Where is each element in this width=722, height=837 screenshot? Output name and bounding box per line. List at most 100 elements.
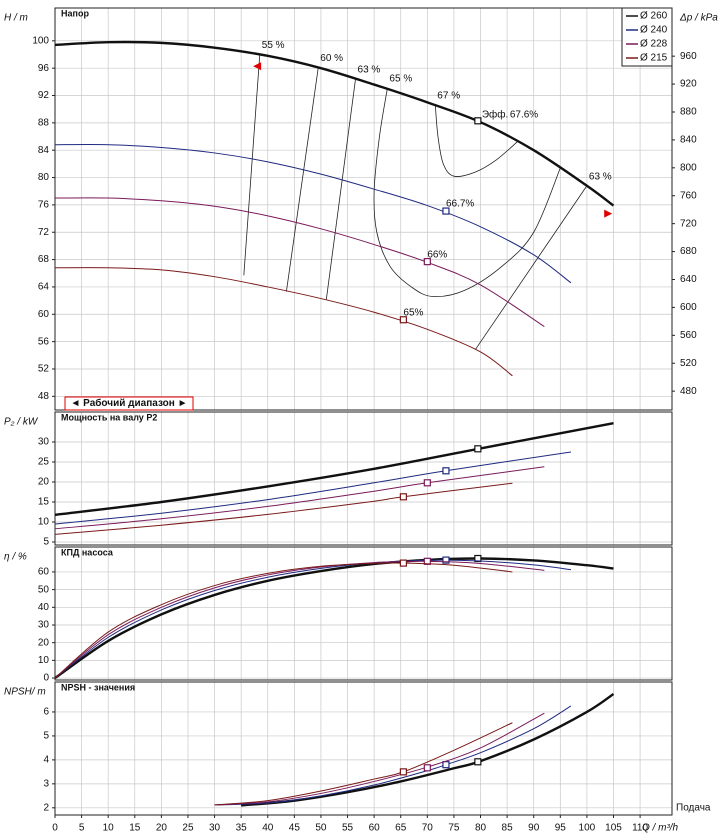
x-tick-label: 30 bbox=[209, 823, 221, 834]
operating-point bbox=[442, 761, 450, 769]
iso-efficiency-label: 55 % bbox=[262, 40, 285, 51]
y-tick-label: 30 bbox=[38, 620, 50, 631]
y-tick-label: 68 bbox=[38, 254, 50, 265]
curve bbox=[54, 562, 513, 679]
y2-tick-label: 880 bbox=[680, 107, 697, 118]
y-tick-label: 25 bbox=[38, 457, 50, 468]
operating-point bbox=[442, 467, 450, 475]
y-axis-label: P₂ / kW bbox=[4, 417, 39, 428]
operating-point bbox=[442, 207, 450, 215]
y2-tick-label: 680 bbox=[680, 246, 697, 257]
operating-point bbox=[474, 445, 482, 453]
y-tick-label: 64 bbox=[38, 282, 50, 293]
x-tick-label: 70 bbox=[422, 823, 434, 834]
point-label: 65% bbox=[403, 307, 423, 318]
curve bbox=[54, 40, 615, 207]
y-tick-label: 10 bbox=[38, 517, 50, 528]
y-tick-label: 2 bbox=[43, 802, 49, 813]
x-tick-label: 60 bbox=[369, 823, 381, 834]
curve bbox=[54, 482, 513, 535]
x-tick-label: 80 bbox=[475, 823, 487, 834]
iso-efficiency-line bbox=[434, 105, 519, 177]
y-tick-label: 5 bbox=[43, 731, 49, 742]
curve bbox=[54, 466, 545, 530]
x-tick-label: 100 bbox=[579, 823, 596, 834]
y-tick-label: 80 bbox=[38, 172, 50, 183]
x-tick-label: 50 bbox=[315, 823, 327, 834]
point-label: 66.7% bbox=[446, 199, 474, 210]
working-range-marker bbox=[604, 209, 613, 218]
y-tick-label: 15 bbox=[38, 497, 50, 508]
x-tick-label: 110 bbox=[632, 823, 648, 834]
y-tick-label: 6 bbox=[43, 707, 49, 718]
y2-tick-label: 760 bbox=[680, 190, 697, 201]
x-tick-label: 25 bbox=[182, 823, 194, 834]
x-tick-label: 75 bbox=[448, 823, 460, 834]
y2-tick-label: 480 bbox=[680, 386, 697, 397]
y-tick-label: 5 bbox=[43, 537, 49, 548]
y-tick-label: 10 bbox=[38, 655, 50, 666]
x-tick-label: 55 bbox=[342, 823, 354, 834]
y2-tick-label: 600 bbox=[680, 302, 697, 313]
y-tick-label: 92 bbox=[38, 90, 50, 101]
operating-point bbox=[399, 559, 407, 567]
point-label: 67.6% bbox=[510, 109, 538, 120]
y-tick-label: 72 bbox=[38, 227, 50, 238]
operating-point bbox=[399, 493, 407, 501]
curve bbox=[214, 722, 513, 806]
y-tick-label: 60 bbox=[38, 309, 50, 320]
y-tick-label: 48 bbox=[38, 391, 50, 402]
y2-tick-label: 920 bbox=[680, 79, 697, 90]
y2-tick-label: 960 bbox=[680, 51, 697, 62]
x-tick-label: 65 bbox=[395, 823, 407, 834]
y-axis-label: H / m bbox=[4, 13, 28, 24]
y-tick-label: 4 bbox=[43, 755, 49, 766]
curve bbox=[54, 557, 614, 680]
iso-efficiency-line bbox=[474, 185, 588, 351]
y-tick-label: 100 bbox=[32, 35, 49, 46]
y2-tick-label: 640 bbox=[680, 274, 697, 285]
y-axis-label: η / % bbox=[4, 552, 27, 563]
y-tick-label: 20 bbox=[38, 477, 50, 488]
x-tick-label: 95 bbox=[555, 823, 567, 834]
y-tick-label: 50 bbox=[38, 584, 50, 595]
working-range-box bbox=[64, 396, 194, 411]
legend-label: Ø 228 bbox=[640, 39, 668, 50]
legend-label: Ø 260 bbox=[640, 11, 668, 22]
curve bbox=[54, 559, 572, 679]
y2-tick-label: 840 bbox=[680, 135, 697, 146]
operating-point bbox=[442, 556, 450, 564]
curve bbox=[54, 144, 572, 284]
iso-efficiency-line bbox=[373, 87, 561, 298]
iso-efficiency-label: 65 % bbox=[389, 74, 412, 85]
panel-frame bbox=[54, 546, 673, 681]
iso-efficiency-label: 63 % bbox=[589, 171, 612, 182]
operating-point bbox=[423, 557, 431, 565]
operating-point bbox=[399, 768, 407, 776]
panel-title: Напор bbox=[61, 8, 89, 18]
panel-title: NPSH - значения bbox=[61, 682, 135, 692]
operating-point bbox=[474, 758, 482, 766]
curve bbox=[54, 560, 545, 679]
operating-point bbox=[423, 479, 431, 487]
operating-point bbox=[423, 764, 431, 772]
x-tick-label: 45 bbox=[289, 823, 301, 834]
x-tick-label: 10 bbox=[103, 823, 115, 834]
y-tick-label: 96 bbox=[38, 63, 50, 74]
x-tick-label: 35 bbox=[236, 823, 248, 834]
panel-frame bbox=[54, 681, 673, 816]
legend-box bbox=[621, 7, 673, 67]
curve bbox=[54, 422, 614, 516]
legend-label: Ø 215 bbox=[640, 53, 668, 64]
y-axis-label: NPSH/ m bbox=[4, 687, 46, 698]
annotation: Эфф. bbox=[482, 108, 508, 120]
x-tick-label: 90 bbox=[528, 823, 540, 834]
operating-point bbox=[399, 316, 407, 324]
y-tick-label: 0 bbox=[43, 673, 49, 684]
x-tick-label: 40 bbox=[262, 823, 274, 834]
panel-title: КПД насоса bbox=[61, 547, 114, 557]
working-range-label: ◄ Рабочий диапазон ► bbox=[70, 397, 187, 409]
point-label: 66% bbox=[427, 249, 447, 260]
iso-efficiency-label: 60 % bbox=[320, 53, 343, 64]
x-tick-label: 105 bbox=[605, 823, 622, 834]
